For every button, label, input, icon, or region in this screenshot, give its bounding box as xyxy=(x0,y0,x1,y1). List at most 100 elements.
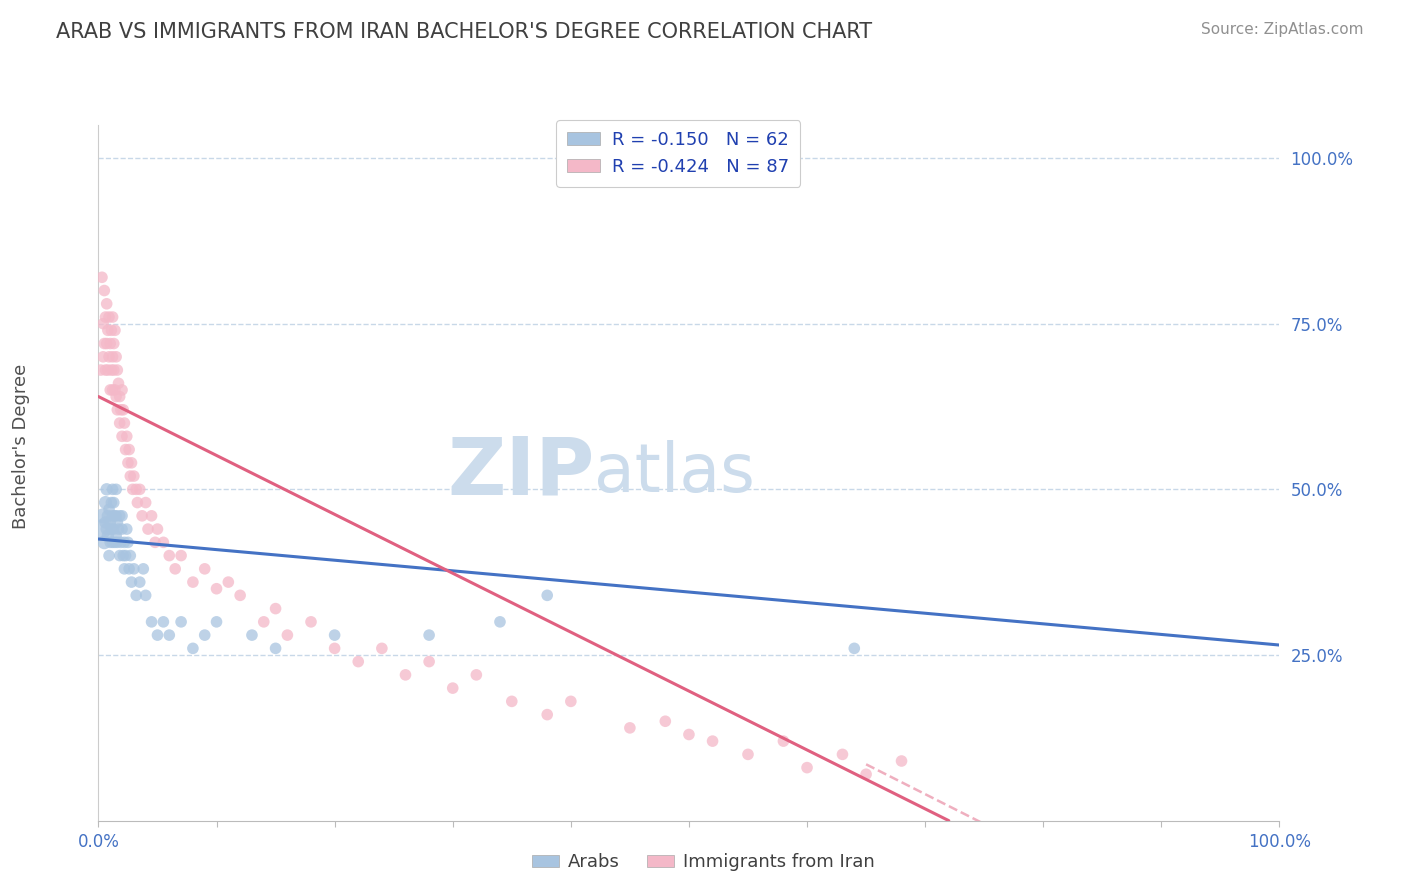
Point xyxy=(98,310,121,324)
Point xyxy=(157,549,180,563)
Point xyxy=(240,628,263,642)
Point xyxy=(165,562,187,576)
Point xyxy=(299,615,322,629)
Point xyxy=(100,495,122,509)
Point xyxy=(94,363,117,377)
Point xyxy=(107,522,129,536)
Point xyxy=(118,442,141,457)
Point xyxy=(136,522,159,536)
Legend: R = -0.150   N = 62, R = -0.424   N = 87: R = -0.150 N = 62, R = -0.424 N = 87 xyxy=(557,120,800,186)
Point xyxy=(96,483,118,497)
Point xyxy=(105,508,128,523)
Point xyxy=(170,615,193,629)
Point xyxy=(122,562,145,576)
Point xyxy=(146,522,169,536)
Point xyxy=(100,522,122,536)
Point xyxy=(94,516,117,530)
Point xyxy=(560,694,582,708)
Point xyxy=(98,535,121,549)
Point xyxy=(121,456,143,470)
Point xyxy=(112,416,135,430)
Point xyxy=(127,495,149,509)
Point xyxy=(181,641,204,656)
Point xyxy=(117,535,139,549)
Point xyxy=(157,628,180,642)
Point xyxy=(323,641,346,656)
Point xyxy=(111,429,134,443)
Point xyxy=(94,495,117,509)
Point xyxy=(112,535,135,549)
Point xyxy=(441,681,464,695)
Point xyxy=(118,562,141,576)
Point xyxy=(125,588,148,602)
Point xyxy=(112,402,135,417)
Point xyxy=(112,549,135,563)
Point xyxy=(105,535,128,549)
Point xyxy=(91,350,114,364)
Point xyxy=(128,575,150,590)
Point xyxy=(152,535,174,549)
Point xyxy=(96,336,118,351)
Point xyxy=(831,747,853,762)
Point xyxy=(93,336,115,351)
Point xyxy=(146,628,169,642)
Point xyxy=(103,495,125,509)
Text: ARAB VS IMMIGRANTS FROM IRAN BACHELOR'S DEGREE CORRELATION CHART: ARAB VS IMMIGRANTS FROM IRAN BACHELOR'S … xyxy=(56,22,872,42)
Point xyxy=(619,721,641,735)
Point xyxy=(105,516,128,530)
Point xyxy=(115,429,138,443)
Point xyxy=(98,502,121,516)
Point xyxy=(93,284,115,298)
Point xyxy=(91,522,114,536)
Point xyxy=(114,549,136,563)
Point xyxy=(103,363,125,377)
Point xyxy=(465,668,488,682)
Point xyxy=(91,317,114,331)
Point xyxy=(796,761,818,775)
Point xyxy=(91,508,114,523)
Point xyxy=(143,535,166,549)
Point xyxy=(101,310,124,324)
Point xyxy=(97,529,120,543)
Point xyxy=(104,535,127,549)
Point xyxy=(94,310,117,324)
Point xyxy=(93,535,115,549)
Point xyxy=(103,522,125,536)
Point xyxy=(276,628,298,642)
Point xyxy=(264,601,287,615)
Point xyxy=(110,402,132,417)
Point xyxy=(394,668,416,682)
Point xyxy=(108,390,131,404)
Point xyxy=(96,522,118,536)
Point xyxy=(98,350,121,364)
Point xyxy=(110,535,132,549)
Point xyxy=(229,588,252,602)
Point xyxy=(96,297,118,311)
Point xyxy=(194,628,217,642)
Point xyxy=(105,483,128,497)
Point xyxy=(100,323,122,337)
Point xyxy=(844,641,866,656)
Point xyxy=(101,535,124,549)
Point xyxy=(125,483,148,497)
Text: Bachelor's Degree: Bachelor's Degree xyxy=(13,363,30,529)
Point xyxy=(654,714,676,729)
Point xyxy=(131,508,153,523)
Point xyxy=(890,754,912,768)
Point xyxy=(91,270,114,285)
Point xyxy=(141,615,163,629)
Point xyxy=(111,508,134,523)
Point xyxy=(111,383,134,397)
Point xyxy=(101,508,124,523)
Point xyxy=(323,628,346,642)
Point xyxy=(105,402,128,417)
Point xyxy=(855,767,877,781)
Point xyxy=(152,615,174,629)
Point xyxy=(97,323,120,337)
Point xyxy=(122,469,145,483)
Point xyxy=(489,615,512,629)
Point xyxy=(135,495,157,509)
Point xyxy=(114,442,136,457)
Point xyxy=(264,641,287,656)
Point xyxy=(105,363,128,377)
